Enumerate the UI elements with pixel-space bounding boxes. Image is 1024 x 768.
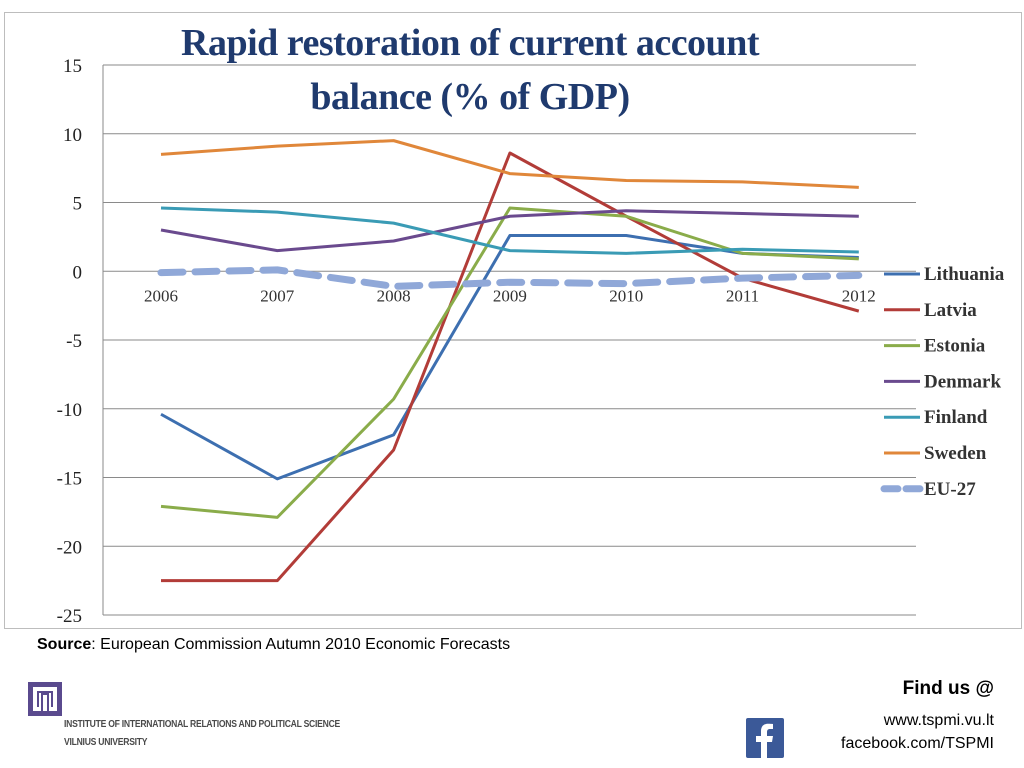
y-tick-label: -15 bbox=[57, 469, 82, 490]
series-line-estonia bbox=[160, 206, 859, 519]
facebook-link[interactable]: facebook.com/TSPMI bbox=[841, 735, 994, 752]
y-tick-label: 5 bbox=[73, 194, 83, 215]
find-us-heading: Find us @ bbox=[902, 678, 994, 699]
series-line-sweden bbox=[160, 139, 859, 189]
facebook-f-glyph bbox=[756, 723, 773, 758]
source-note: Source: European Commission Autumn 2010 … bbox=[37, 636, 510, 654]
series-line-denmark bbox=[160, 209, 859, 253]
website-link[interactable]: www.tspmi.vu.lt bbox=[883, 712, 994, 729]
x-tick-label: 2009 bbox=[493, 286, 527, 305]
facebook-icon[interactable] bbox=[746, 718, 784, 758]
y-tick-label: -10 bbox=[57, 400, 82, 421]
x-tick-label: 2007 bbox=[260, 286, 295, 305]
chart-frame bbox=[4, 12, 1022, 629]
chart-title-line2: balance (% of GDP) bbox=[310, 76, 630, 118]
x-tick-label: 2011 bbox=[726, 286, 759, 305]
university-name: VILNIUS UNIVERSITY bbox=[64, 737, 148, 748]
y-tick-label: 0 bbox=[73, 262, 83, 283]
legend-label: Denmark bbox=[924, 371, 1001, 392]
chart-title-line1: Rapid restoration of current account bbox=[181, 22, 759, 64]
legend-label: Lithuania bbox=[924, 264, 1005, 285]
y-tick-label: -20 bbox=[57, 537, 82, 558]
series-line-eu-27 bbox=[157, 266, 863, 290]
source-text: : European Commission Autumn 2010 Econom… bbox=[91, 636, 511, 653]
x-tick-label: 2012 bbox=[842, 286, 876, 305]
x-tick-label: 2010 bbox=[609, 286, 643, 305]
series-line-finland bbox=[160, 206, 859, 255]
x-tick-label: 2006 bbox=[144, 286, 178, 305]
y-tick-label: -25 bbox=[57, 606, 82, 627]
y-tick-label: 10 bbox=[63, 125, 82, 146]
tspmi-logo-icon bbox=[28, 682, 62, 716]
institute-name: INSTITUTE OF INTERNATIONAL RELATIONS AND… bbox=[64, 719, 341, 730]
line-chart: 15 10 5 0 -5 -10 -15 -20 -25 2006 2007 2008 2009 2010… bbox=[57, 56, 1005, 627]
source-label: Source bbox=[37, 636, 92, 653]
legend-label: Sweden bbox=[924, 443, 987, 464]
legend-label: Finland bbox=[924, 407, 988, 428]
legend-label: Latvia bbox=[924, 300, 977, 321]
legend-label: Estonia bbox=[924, 336, 986, 357]
x-tick-label: 2008 bbox=[377, 286, 411, 305]
legend-label: EU-27 bbox=[924, 479, 976, 500]
y-tick-label: -5 bbox=[66, 331, 82, 352]
y-tick-label: 15 bbox=[63, 56, 82, 77]
chart-title: Rapid restoration of current account bal… bbox=[120, 16, 820, 124]
